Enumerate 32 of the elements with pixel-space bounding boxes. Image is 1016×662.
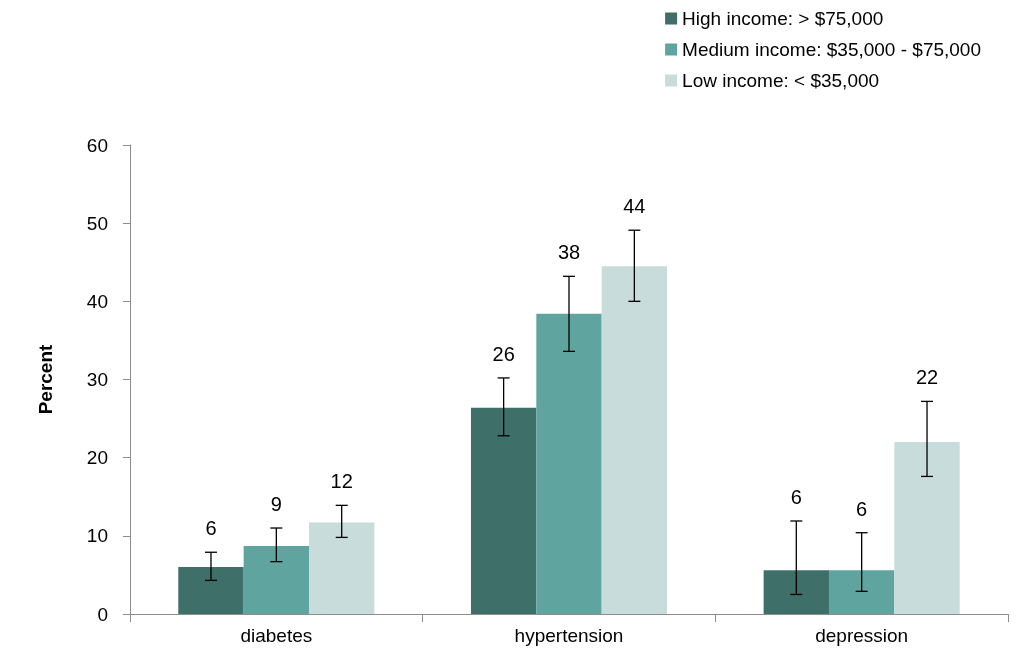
y-tick-label: 50 <box>86 212 108 234</box>
bar <box>309 522 375 614</box>
x-tick-label: hypertension <box>514 625 624 646</box>
data-label: 6 <box>790 485 802 508</box>
y-tick-label: 20 <box>86 447 108 469</box>
bar <box>243 546 310 614</box>
legend-label: Low income: < $35,000 <box>682 70 880 91</box>
data-label: 6 <box>205 517 217 540</box>
data-label: 12 <box>330 470 353 493</box>
data-label: 38 <box>557 241 581 264</box>
legend-label: High income: > $75,000 <box>682 8 884 29</box>
data-label: 26 <box>492 342 515 365</box>
y-tick-label: 60 <box>86 134 108 156</box>
y-tick-label: 0 <box>97 603 108 625</box>
data-label: 6 <box>856 497 868 520</box>
bar <box>763 570 829 614</box>
data-label: 9 <box>270 493 282 516</box>
legend-label: Medium income: $35,000 - $75,000 <box>682 39 982 60</box>
data-label: 44 <box>623 195 646 218</box>
bar <box>828 570 895 614</box>
y-tick-label: 30 <box>86 369 108 390</box>
bar <box>178 567 244 614</box>
bar <box>894 442 960 614</box>
data-label: 22 <box>915 366 939 389</box>
bar <box>470 407 537 614</box>
y-tick-label: 10 <box>86 525 108 547</box>
bar <box>601 266 668 614</box>
y-axis-title: Percent <box>35 343 56 415</box>
y-tick-label: 40 <box>86 290 108 312</box>
bar <box>536 313 602 614</box>
x-tick-label: depression <box>815 625 909 646</box>
x-tick-label: diabetes <box>240 625 313 646</box>
